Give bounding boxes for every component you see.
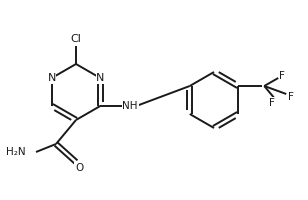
Text: H₂N: H₂N	[6, 147, 26, 157]
Text: N: N	[47, 73, 56, 83]
Text: F: F	[288, 92, 294, 102]
Text: NH: NH	[123, 101, 138, 111]
Text: Cl: Cl	[71, 34, 81, 44]
Text: F: F	[279, 71, 285, 81]
Text: O: O	[75, 163, 83, 173]
Text: N: N	[96, 73, 104, 83]
Text: F: F	[269, 98, 275, 108]
